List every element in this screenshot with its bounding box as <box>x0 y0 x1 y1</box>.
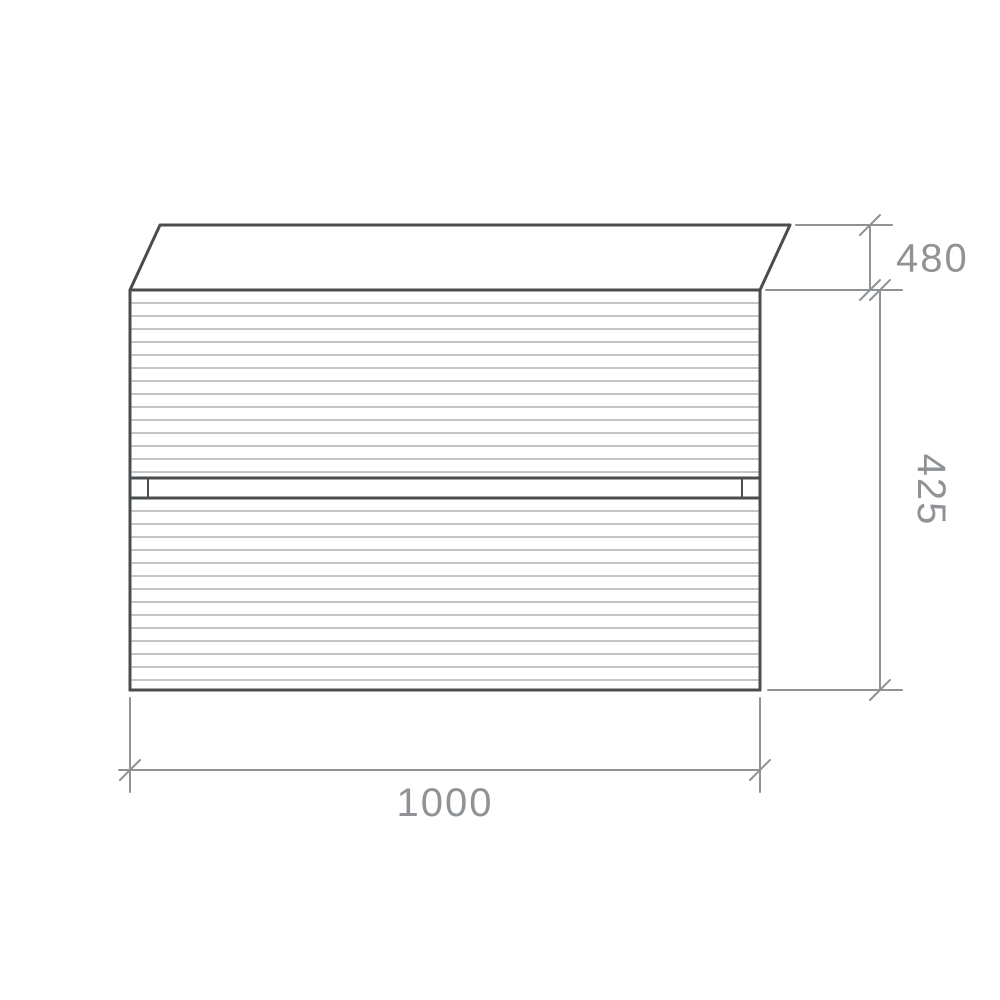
technical-drawing: 1000 425 480 <box>0 0 1000 1000</box>
dim-height-label: 425 <box>909 454 953 527</box>
dim-width-label: 1000 <box>397 781 494 825</box>
cabinet-front-face <box>130 290 760 690</box>
dim-depth-label: 480 <box>896 237 969 281</box>
cabinet-top-panel <box>130 225 790 290</box>
